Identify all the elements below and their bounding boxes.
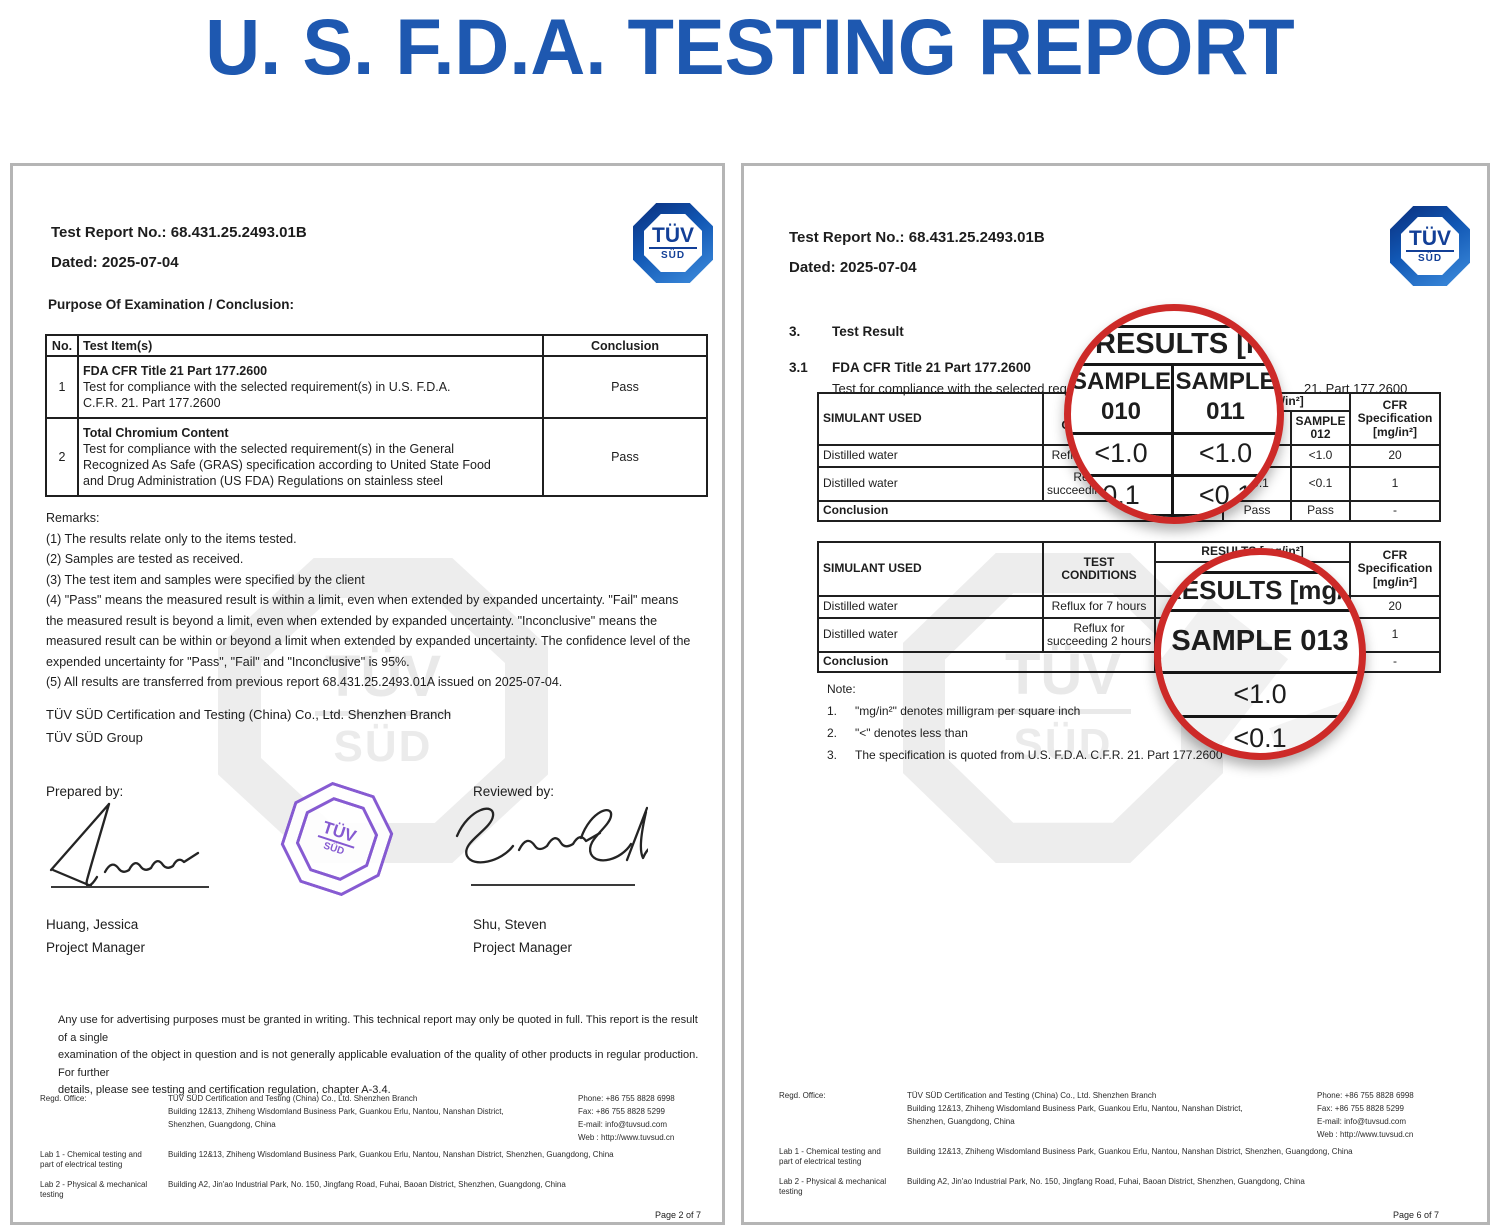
note-heading: Note: [827, 682, 856, 696]
section-3-heading: Test Result [832, 324, 904, 339]
footer-fax: Fax: +86 755 8828 5299 [578, 1107, 665, 1116]
magnified-results-header: RESULTS [m [1095, 328, 1272, 360]
legal-note: Any use for advertising purposes must be… [58, 1014, 699, 1096]
tuv-sud-logo: TÜV SÜD [633, 203, 713, 283]
col-header-no: No. [45, 334, 79, 357]
row-no: 1 [45, 355, 79, 419]
company-group: TÜV SÜD Group [46, 730, 143, 745]
document-page-right: TÜV SÜD Test Report No.: 68.431.25.2493.0… [741, 163, 1490, 1225]
footer-web: Web : http://www.tuvsud.cn [1317, 1130, 1414, 1139]
table-row: 1 FDA CFR Title 21 Part 177.2600 Test fo… [45, 355, 708, 419]
section-31-heading: FDA CFR Title 21 Part 177.2600 [832, 360, 1031, 375]
regd-office-label: Regd. Office: [779, 1091, 826, 1100]
tuv-sud-logo: TÜV SÜD [1390, 206, 1470, 286]
reviewed-by-label: Reviewed by: [473, 784, 555, 799]
report-number: Test Report No.: 68.431.25.2493.01B [51, 224, 307, 241]
note-item: 1. [827, 704, 838, 718]
page-number: Page 6 of 7 [1392, 1210, 1439, 1220]
conclusion-table: No. Test Item(s) Conclusion 1 FDA CFR Ti… [45, 334, 708, 497]
section-3-number: 3. [789, 324, 801, 339]
magnifier-circle-1: RESULTS [m SAMPLE SAMPLE 010 011 <1.0 <1… [1064, 304, 1284, 524]
row-item: Total Chromium Content Test for complian… [77, 417, 544, 497]
company-name: TÜV SÜD Certification and Testing (China… [46, 707, 452, 722]
table-row: 2 Total Chromium Content Test for compli… [45, 417, 708, 497]
col-cfr: CFR Specification [mg/in²] [1349, 541, 1441, 597]
col-conditions: TEST CONDITIONS [1042, 541, 1156, 597]
col-sample-012: SAMPLE 012 [1289, 410, 1352, 446]
signer-title: Project Manager [473, 940, 573, 955]
col-simulant: SIMULANT USED [817, 392, 1044, 446]
note-item: 3. [827, 748, 838, 762]
footer-phone: Phone: +86 755 8828 6998 [578, 1094, 675, 1103]
signer-name: Shu, Steven [473, 917, 547, 932]
tuv-watermark: TÜV SÜD [218, 558, 548, 863]
page-number: Page 2 of 7 [654, 1210, 701, 1220]
row-conclusion: Pass [542, 417, 708, 497]
row-no: 2 [45, 417, 79, 497]
prepared-by-label: Prepared by: [46, 784, 124, 799]
footer: Regd. Office: TÜV SÜD Certification and … [779, 1091, 1414, 1196]
col-simulant: SIMULANT USED [817, 541, 1044, 597]
row-conclusion: Pass [542, 355, 708, 419]
signer-title: Project Manager [46, 940, 146, 955]
signature-jessica [49, 802, 200, 888]
report-date: Dated: 2025-07-04 [789, 259, 917, 276]
signer-name: Huang, Jessica [46, 917, 139, 932]
footer-web: Web : http://www.tuvsud.cn [578, 1133, 675, 1142]
footer: Regd. Office: TÜV SÜD Certification and … [40, 1094, 675, 1199]
conclusion-row: Conclusion - [817, 651, 1441, 673]
col-cfr: CFR Specification [mg/in²] [1349, 392, 1442, 446]
col-header-conclusion: Conclusion [542, 334, 708, 357]
regd-office-label: Regd. Office: [40, 1094, 87, 1103]
magnified-results-header: RESULTS [mg/in [1163, 575, 1366, 605]
signature-steven [455, 806, 648, 864]
footer-phone: Phone: +86 755 8828 6998 [1317, 1091, 1414, 1100]
section-31-number: 3.1 [789, 360, 808, 375]
row-item: FDA CFR Title 21 Part 177.2600 Test for … [77, 355, 544, 419]
remarks: Remarks: (1) The results relate only to … [46, 511, 691, 689]
col-header-item: Test Item(s) [77, 334, 544, 357]
signature-line [51, 886, 209, 888]
signature-line [471, 884, 635, 886]
report-number: Test Report No.: 68.431.25.2493.01B [789, 229, 1045, 246]
footer-email: E-mail: info@tuvsud.com [578, 1120, 668, 1129]
purpose-heading: Purpose Of Examination / Conclusion: [48, 297, 295, 312]
note-item: 2. [827, 726, 838, 740]
magnifier-circle-2: RESULTS [mg/in SAMPLE 013 <1.0 <0.1 [1154, 548, 1366, 760]
magnified-sample-label: SAMPLE 013 [1171, 625, 1349, 657]
footer-email: E-mail: info@tuvsud.com [1317, 1117, 1407, 1126]
footer-fax: Fax: +86 755 8828 5299 [1317, 1104, 1404, 1113]
report-date: Dated: 2025-07-04 [51, 254, 179, 271]
page-title: U. S. F.D.A. TESTING REPORT [205, 3, 1295, 92]
document-page-left: TÜV SÜD Test Report No.: 68.431.25.2493.0… [10, 163, 725, 1225]
